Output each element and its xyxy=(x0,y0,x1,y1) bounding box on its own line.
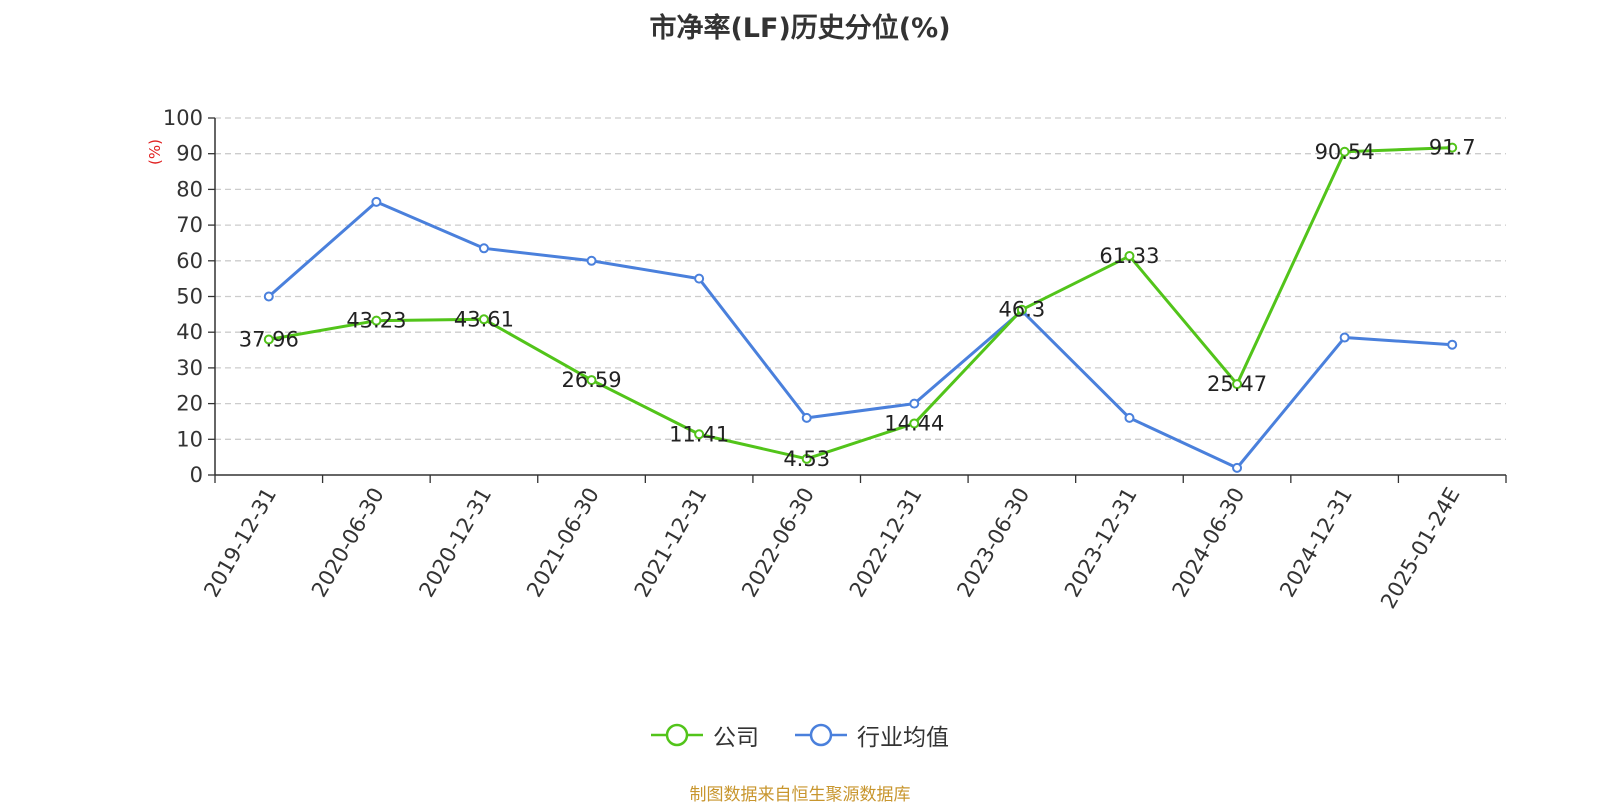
data-point xyxy=(801,412,812,423)
data-label: 91.7 xyxy=(1429,136,1476,160)
y-tick-label: 10 xyxy=(176,427,203,451)
x-tick-label: 2020-12-31 xyxy=(414,484,496,602)
y-tick-label: 50 xyxy=(176,285,203,309)
x-tick-label: 2021-12-31 xyxy=(630,484,712,602)
legend-item-company[interactable]: 公司 xyxy=(651,718,759,752)
legend-industry-label: 行业均值 xyxy=(857,725,949,751)
y-axis-title: (%) xyxy=(146,139,164,165)
legend-industry-icon xyxy=(795,723,847,747)
data-point xyxy=(909,418,920,429)
axes: 0 10 20 30 40 50 60 70 80 90 100 (%) 2019-12-31 2020-… xyxy=(146,106,1507,613)
data-label: 43.61 xyxy=(454,307,514,331)
data-point xyxy=(478,243,489,254)
series-line-1 xyxy=(267,200,1453,470)
data-source-note: 制图数据来自恒生聚源数据库 xyxy=(689,785,911,805)
series-line-0 xyxy=(268,146,1453,461)
data-point xyxy=(586,375,597,386)
data-point xyxy=(478,314,489,325)
grid-lines xyxy=(215,117,1506,440)
x-tick-label: 2019-12-31 xyxy=(199,484,281,602)
x-tick-label: 2020-06-30 xyxy=(307,484,389,602)
data-label: 37.96 xyxy=(239,327,299,351)
data-point xyxy=(263,334,274,345)
x-tick-label: 2022-12-31 xyxy=(845,484,927,602)
y-tick-label: 30 xyxy=(176,356,203,380)
x-tick-label: 2024-06-30 xyxy=(1168,484,1250,602)
data-point xyxy=(371,196,382,207)
data-label: 43.23 xyxy=(346,309,406,333)
y-tick-label: 80 xyxy=(176,177,203,201)
legend-item-industry[interactable]: 行业均值 xyxy=(795,718,949,752)
data-point xyxy=(1124,251,1135,262)
data-labels: 37.96 43.23 43.61 26.59 11.41 4.53 14.44 46.3 61… xyxy=(239,136,1476,471)
data-point xyxy=(1016,304,1027,315)
chart-title: 市净率(LF)历史分位(%) xyxy=(649,13,951,44)
data-label: 46.3 xyxy=(998,298,1045,322)
x-tick-label: 2022-06-30 xyxy=(737,484,819,602)
legend-company-label: 公司 xyxy=(713,725,759,751)
y-tick-label: 60 xyxy=(176,249,203,273)
y-tick-label: 70 xyxy=(176,213,203,237)
y-tick-label: 90 xyxy=(176,142,203,166)
data-point xyxy=(1124,412,1135,423)
y-tick-label: 0 xyxy=(190,463,203,487)
y-tick-label: 20 xyxy=(176,392,203,416)
data-point xyxy=(1339,332,1350,343)
data-point xyxy=(909,398,920,409)
x-tick-label: 2023-12-31 xyxy=(1060,484,1142,602)
data-label: 61.33 xyxy=(1099,244,1159,268)
x-tick-label: 2023-06-30 xyxy=(952,484,1034,602)
data-point xyxy=(801,453,812,464)
data-point xyxy=(1232,462,1243,473)
series xyxy=(263,142,1458,473)
data-label: 11.41 xyxy=(669,422,729,446)
legend-company-icon xyxy=(651,723,703,747)
data-point xyxy=(1339,146,1350,157)
data-point xyxy=(1447,339,1458,350)
data-point xyxy=(586,255,597,266)
x-tick-label: 2024-12-31 xyxy=(1275,484,1357,602)
data-label: 25.47 xyxy=(1207,372,1267,396)
y-tick-label: 100 xyxy=(163,106,203,130)
x-tick-label: 2025-01-24E xyxy=(1376,484,1464,613)
legend: 公司 行业均值 xyxy=(0,718,1600,752)
y-tick-label: 40 xyxy=(176,320,203,344)
data-point xyxy=(694,429,705,440)
data-point xyxy=(694,273,705,284)
data-point xyxy=(1447,142,1458,153)
data-point xyxy=(263,291,274,302)
data-label: 26.59 xyxy=(561,368,621,392)
data-label: 90.54 xyxy=(1315,140,1375,164)
x-tick-label: 2021-06-30 xyxy=(522,484,604,602)
data-label: 4.53 xyxy=(783,447,830,471)
data-point xyxy=(371,315,382,326)
data-label: 14.44 xyxy=(884,411,944,435)
data-point xyxy=(1232,379,1243,390)
